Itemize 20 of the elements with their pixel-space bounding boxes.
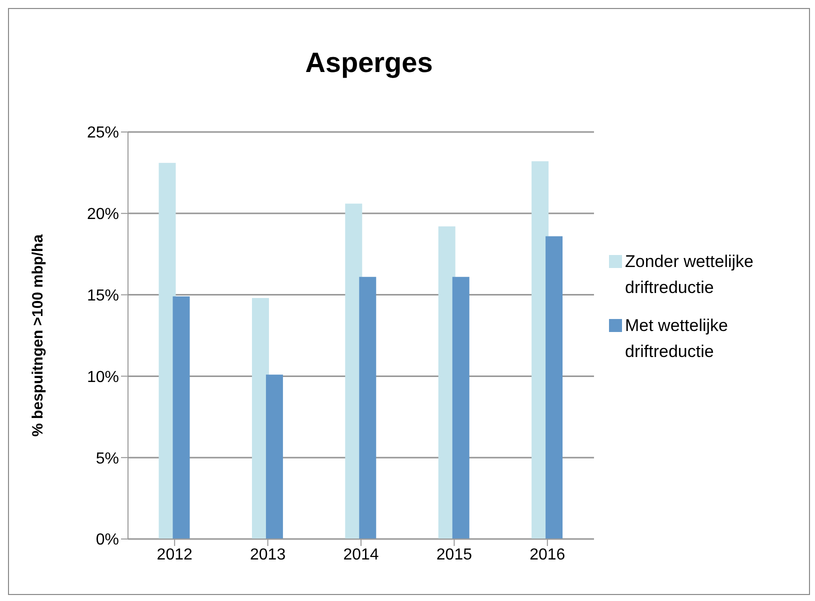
legend-label: Zonder wettelijke driftreductie (625, 251, 755, 299)
x-tick-label: 2014 (343, 546, 379, 564)
bar (452, 276, 470, 539)
bar (172, 296, 190, 539)
x-tick-label: 2016 (530, 546, 566, 564)
y-tick-label: 25% (86, 124, 119, 142)
bar (546, 236, 563, 539)
y-tick-label: 15% (86, 287, 119, 304)
x-tick-label: 2012 (156, 546, 192, 564)
y-axis-title: % bespuitngen >100 mbp/ha (29, 234, 46, 437)
y-tick-label: 20% (86, 206, 119, 224)
chart-title: Asperges (304, 47, 434, 79)
x-tick-label: 2015 (436, 546, 472, 564)
bar (266, 374, 283, 539)
y-tick-label: 10% (86, 368, 119, 386)
y-tick-label: 5% (96, 450, 119, 468)
bar (359, 276, 376, 539)
legend-label: Met wettelijke driftreductie (625, 315, 729, 363)
x-tick-label: 2013 (250, 546, 286, 564)
y-tick-label: 0% (96, 532, 119, 549)
